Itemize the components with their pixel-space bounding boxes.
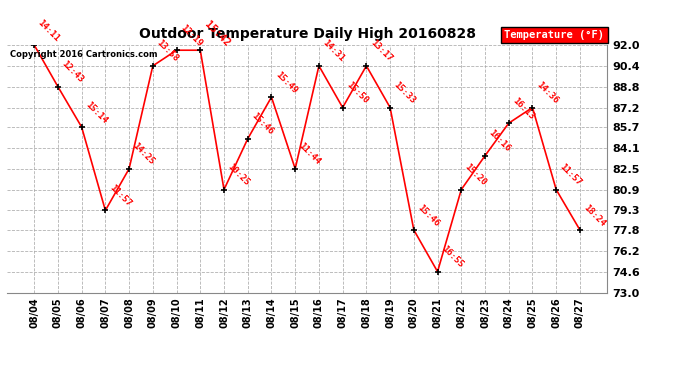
- Text: 15:42: 15:42: [202, 19, 231, 48]
- Text: 15:50: 15:50: [344, 80, 370, 106]
- Text: 12:19: 12:19: [179, 23, 204, 48]
- Text: Copyright 2016 Cartronics.com: Copyright 2016 Cartronics.com: [10, 50, 157, 59]
- Text: 15:33: 15:33: [392, 80, 417, 106]
- Text: 15:46: 15:46: [250, 111, 275, 137]
- Text: 16:55: 16:55: [440, 244, 465, 270]
- Text: 11:44: 11:44: [297, 141, 322, 167]
- Text: 14:31: 14:31: [321, 39, 346, 64]
- Text: 16:16: 16:16: [487, 128, 512, 154]
- Text: 13:58: 13:58: [155, 39, 180, 64]
- Text: 11:57: 11:57: [558, 162, 584, 188]
- Text: 11:57: 11:57: [107, 183, 132, 209]
- Text: 14:11: 14:11: [36, 18, 61, 43]
- Text: 16:13: 16:13: [511, 96, 536, 121]
- Text: 12:43: 12:43: [60, 59, 85, 85]
- Text: Temperature (°F): Temperature (°F): [504, 30, 604, 40]
- Text: 15:46: 15:46: [415, 202, 441, 228]
- Text: 15:20: 15:20: [463, 162, 489, 188]
- Text: 18:24: 18:24: [582, 202, 607, 228]
- Text: 13:17: 13:17: [368, 39, 393, 64]
- Text: 14:25: 14:25: [131, 141, 157, 167]
- Text: 10:25: 10:25: [226, 162, 251, 188]
- Text: 14:36: 14:36: [534, 80, 560, 106]
- Text: 15:14: 15:14: [83, 100, 109, 125]
- Title: Outdoor Temperature Daily High 20160828: Outdoor Temperature Daily High 20160828: [139, 27, 475, 41]
- Text: 15:49: 15:49: [273, 70, 299, 95]
